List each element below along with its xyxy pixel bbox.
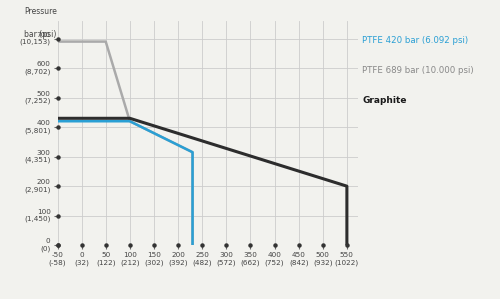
Text: PTFE 689 bar (10.000 psi): PTFE 689 bar (10.000 psi)	[362, 66, 474, 75]
Text: bar (psi): bar (psi)	[24, 30, 57, 39]
Text: PTFE 420 bar (6.092 psi): PTFE 420 bar (6.092 psi)	[362, 36, 469, 45]
Text: Graphite: Graphite	[362, 96, 407, 105]
Text: Pressure: Pressure	[24, 7, 58, 16]
